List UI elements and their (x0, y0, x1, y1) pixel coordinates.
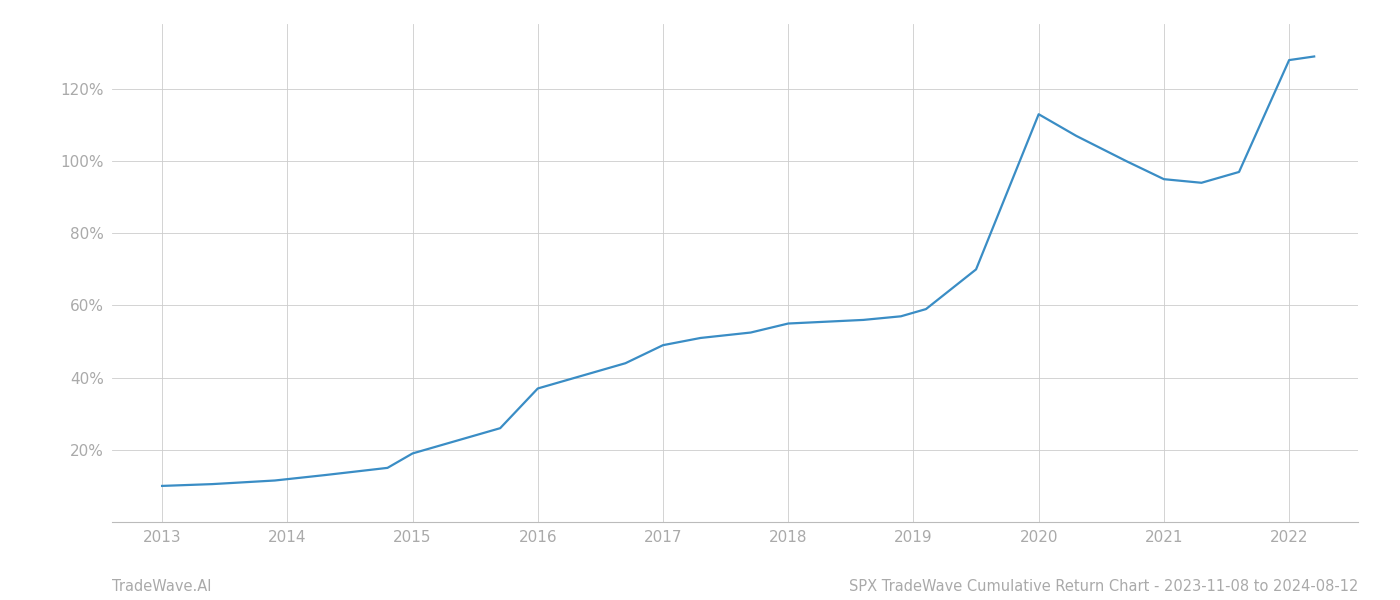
Text: TradeWave.AI: TradeWave.AI (112, 579, 211, 594)
Text: SPX TradeWave Cumulative Return Chart - 2023-11-08 to 2024-08-12: SPX TradeWave Cumulative Return Chart - … (848, 579, 1358, 594)
